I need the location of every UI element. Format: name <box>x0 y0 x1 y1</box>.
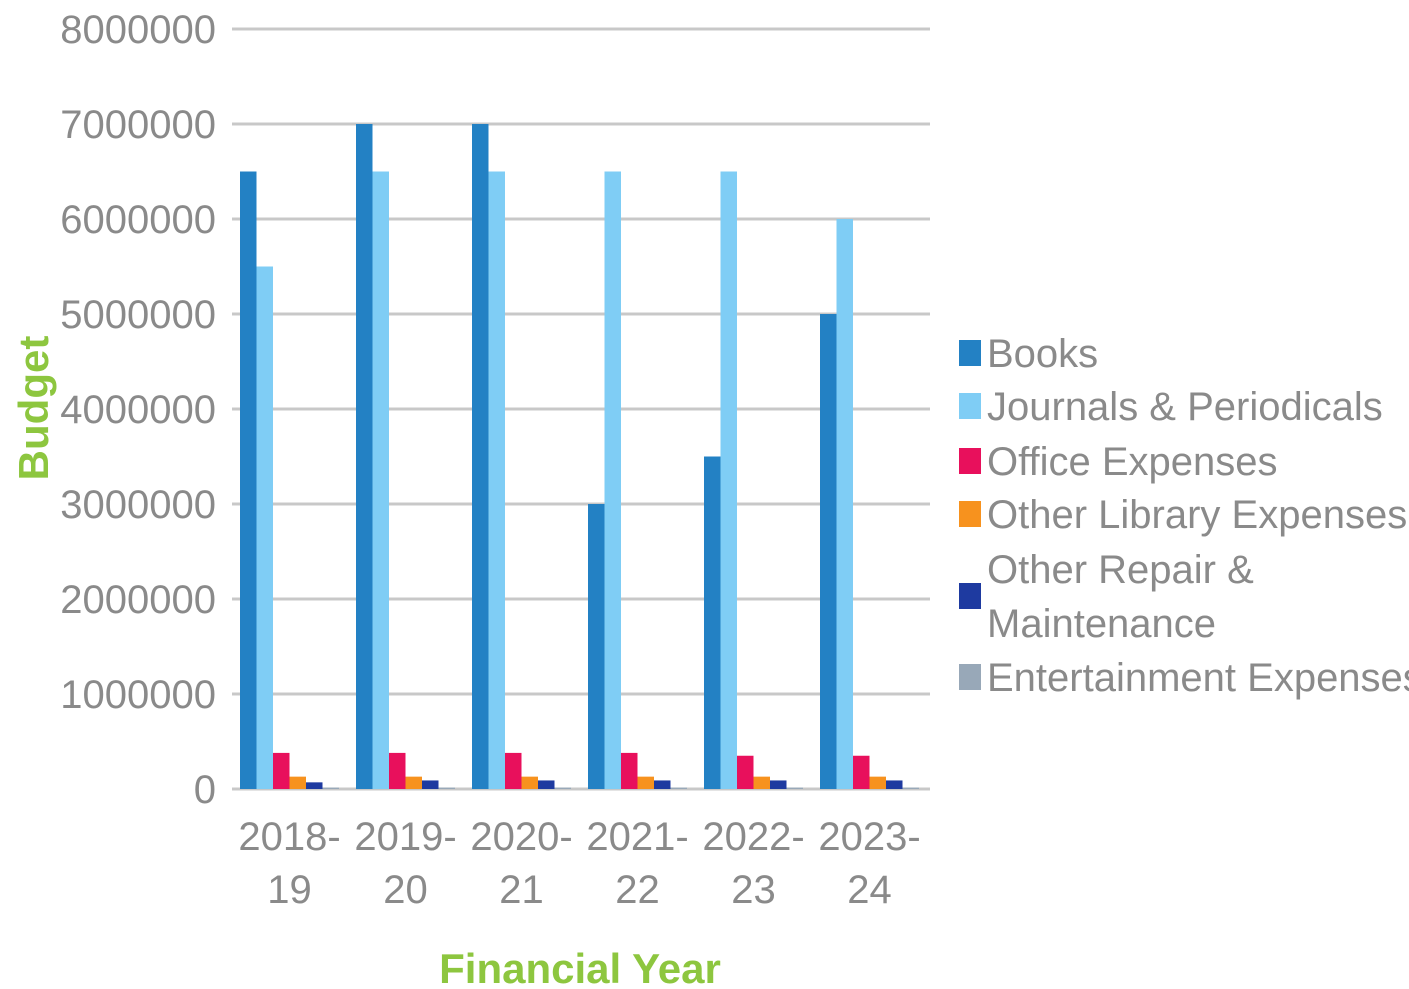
bar-group <box>820 219 919 789</box>
bar <box>273 752 290 789</box>
bar-group <box>472 124 571 789</box>
bar <box>704 456 721 789</box>
y-axis-ticks: 0 1000000 2000000 3000000 4000000 5000000 6000… <box>60 8 216 812</box>
bars <box>240 124 919 789</box>
bar <box>853 755 870 789</box>
bar <box>554 787 571 789</box>
bar <box>240 171 257 789</box>
bar <box>654 780 671 789</box>
legend-swatch <box>959 393 981 419</box>
legend-label: Office Expenses <box>987 440 1278 484</box>
legend-label: Books <box>987 332 1098 376</box>
legend-item: Books <box>959 332 1098 376</box>
bar <box>886 780 903 789</box>
bar <box>869 776 886 789</box>
bar <box>289 776 306 789</box>
bar <box>588 504 605 789</box>
bar <box>405 776 422 789</box>
bar-group <box>356 124 455 789</box>
legend-swatch <box>959 583 981 609</box>
bar <box>786 787 803 789</box>
y-tick-label: 7000000 <box>60 103 216 147</box>
bar <box>737 755 754 789</box>
bar <box>637 776 654 789</box>
y-tick-label: 6000000 <box>60 198 216 242</box>
x-tick-label: 2021- <box>586 815 688 859</box>
x-tick-label: 19 <box>267 868 312 912</box>
x-tick-label: 2020- <box>470 815 572 859</box>
bar <box>670 787 687 789</box>
x-tick-label: 23 <box>731 868 776 912</box>
legend-label: Entertainment Expenses <box>987 656 1409 700</box>
bar <box>389 752 406 789</box>
bar <box>753 776 770 789</box>
bar <box>422 780 439 789</box>
y-tick-label: 5000000 <box>60 293 216 337</box>
y-tick-label: 2000000 <box>60 578 216 622</box>
x-axis-ticks: 2018- 19 2019- 20 2020- 21 2021- 22 2022- 23 2023-… <box>238 815 920 912</box>
y-tick-label: 0 <box>194 768 216 812</box>
bar <box>770 780 787 789</box>
bar <box>472 124 489 789</box>
y-tick-label: 4000000 <box>60 388 216 432</box>
bar <box>256 266 273 789</box>
legend-swatch <box>959 664 981 690</box>
bar <box>372 171 389 789</box>
x-tick-label: 2019- <box>354 815 456 859</box>
bar <box>836 219 853 789</box>
legend: Books Journals & Periodicals Office Expens… <box>959 332 1409 700</box>
legend-item: Other Repair & Maintenance <box>959 548 1254 646</box>
legend-item: Other Library Expenses <box>959 493 1407 537</box>
legend-swatch <box>959 501 981 527</box>
legend-label: Other Library Expenses <box>987 493 1407 537</box>
legend-label: Other Repair & <box>987 548 1254 592</box>
gridlines <box>232 27 930 791</box>
legend-label: Journals & Periodicals <box>987 385 1383 429</box>
bar-group <box>240 171 339 789</box>
bar-group <box>588 171 687 789</box>
bar <box>356 124 373 789</box>
x-axis-title: Financial Year <box>439 945 721 989</box>
x-tick-label: 22 <box>615 868 660 912</box>
x-tick-label: 2018- <box>238 815 340 859</box>
bar <box>488 171 505 789</box>
bar <box>604 171 621 789</box>
bar <box>820 314 837 789</box>
x-tick-label: 20 <box>383 868 428 912</box>
x-tick-label: 21 <box>499 868 544 912</box>
bar <box>438 787 455 789</box>
x-tick-label: 24 <box>847 868 892 912</box>
bar <box>505 752 522 789</box>
y-axis-title: Budget <box>10 336 57 481</box>
legend-item: Entertainment Expenses <box>959 656 1409 700</box>
legend-item: Office Expenses <box>959 440 1278 484</box>
legend-label: Maintenance <box>987 602 1216 646</box>
y-tick-label: 8000000 <box>60 8 216 52</box>
legend-swatch <box>959 340 981 366</box>
bar <box>521 776 538 789</box>
bar <box>621 752 638 789</box>
x-tick-label: 2023- <box>818 815 920 859</box>
legend-item: Journals & Periodicals <box>959 385 1383 429</box>
legend-swatch <box>959 448 981 474</box>
bar-group <box>704 171 803 789</box>
bar <box>538 780 555 789</box>
bar <box>720 171 737 789</box>
bar <box>322 787 339 789</box>
y-tick-label: 1000000 <box>60 673 216 717</box>
bar <box>306 782 323 789</box>
x-tick-label: 2022- <box>702 815 804 859</box>
y-tick-label: 3000000 <box>60 483 216 527</box>
bar <box>902 787 919 789</box>
